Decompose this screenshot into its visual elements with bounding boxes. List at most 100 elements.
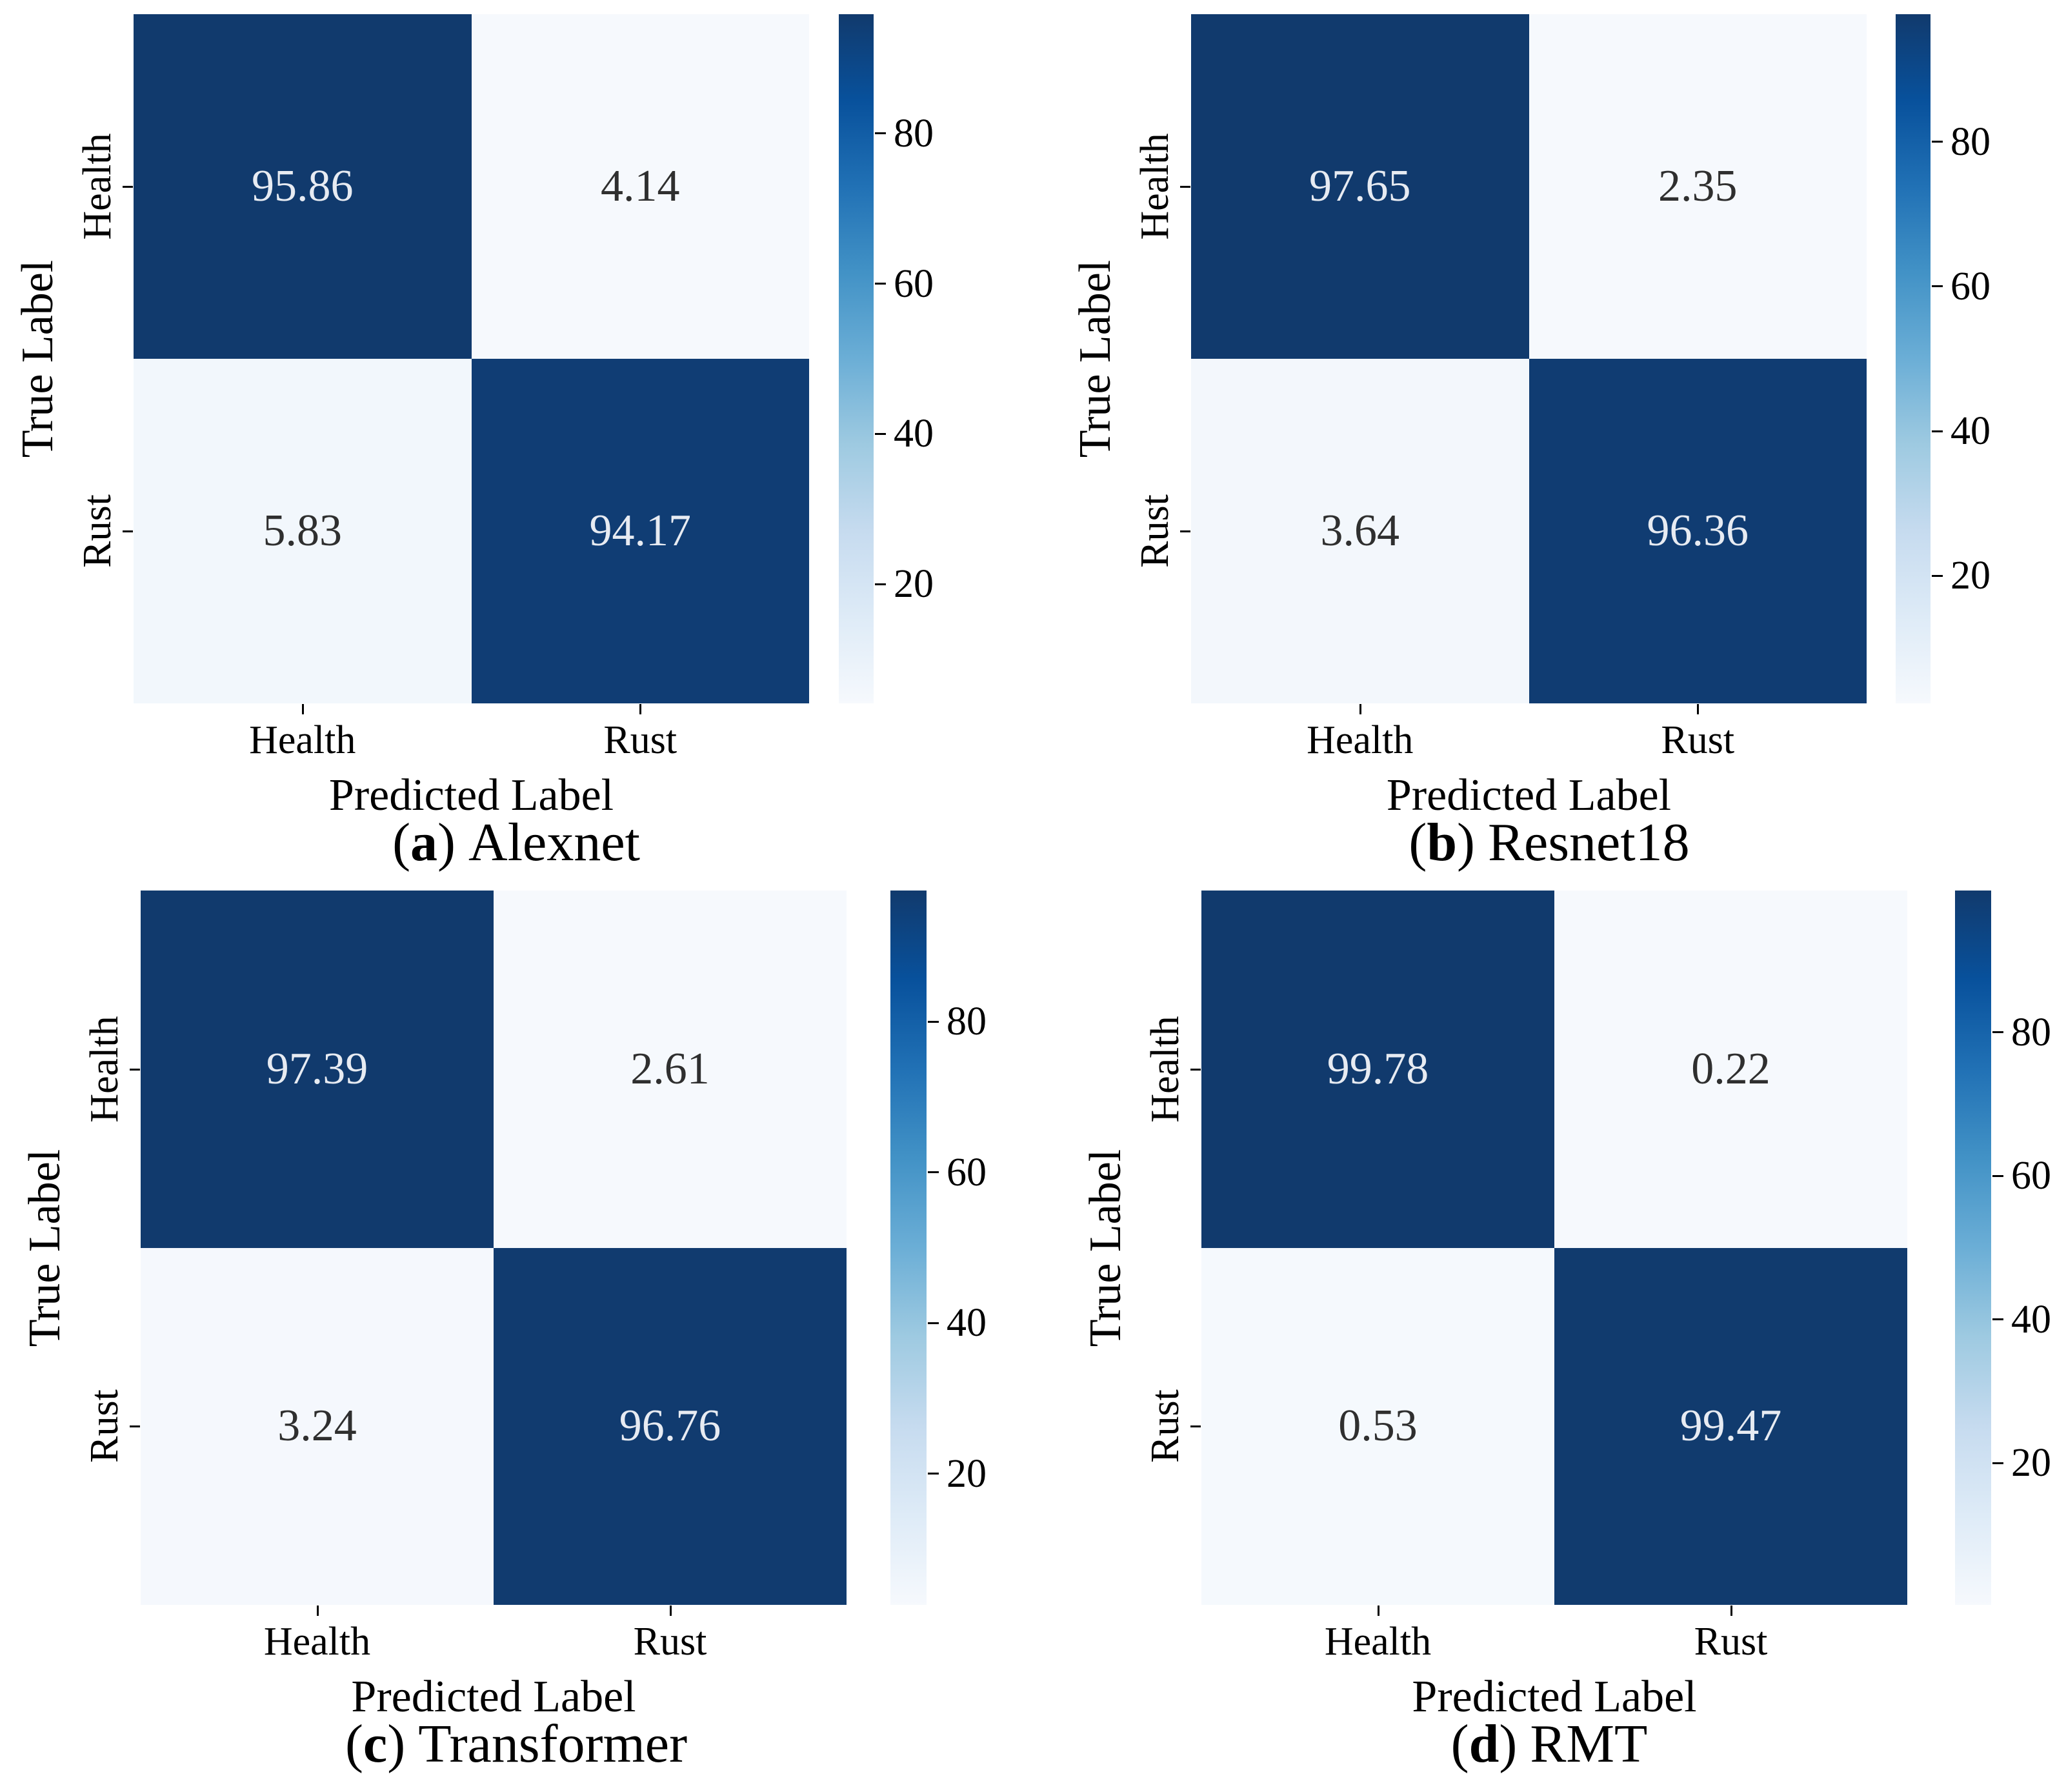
colorbar-tick: 80 [928, 1002, 987, 1042]
colorbar-tick-label: 60 [2011, 1154, 2051, 1198]
caption-model-name: Alexnet [468, 812, 640, 872]
colorbar [890, 891, 927, 1605]
matrix-cell-r1c1: 96.76 [494, 1247, 847, 1605]
caption-paren: ) [437, 812, 456, 872]
x-tick-mark [1730, 1606, 1732, 1616]
colorbar-tick-label: 80 [947, 1000, 987, 1044]
cell-value: 2.61 [630, 1043, 710, 1094]
x-tick-label-health: Health [263, 1620, 371, 1664]
colorbar-tick: 20 [1932, 556, 1991, 596]
colorbar-tick-mark [1932, 430, 1943, 432]
y-tick-label-rust: Rust [1143, 1389, 1187, 1464]
x-tick-label-rust: Rust [1694, 1620, 1768, 1664]
colorbar-tick-label: 20 [947, 1451, 987, 1496]
colorbar-tick-label: 60 [947, 1150, 987, 1194]
matrix-cell-r1c0: 5.83 [134, 359, 472, 703]
caption-model-name: Transformer [418, 1714, 688, 1774]
panel-caption: (c) Transformer [345, 1714, 688, 1774]
y-tick-mark [1190, 1425, 1201, 1428]
subplot-transformer: True Label Health Rust 97.39 2.61 3.24 9… [0, 858, 1033, 1792]
colorbar-tick-label: 40 [894, 412, 934, 456]
caption-model-name: Resnet18 [1488, 812, 1690, 872]
cell-value: 0.53 [1338, 1401, 1418, 1451]
y-tick-label-health: Health [75, 133, 119, 240]
colorbar-tick: 40 [875, 414, 934, 454]
x-tick-mark [1377, 1606, 1379, 1616]
colorbar-tick-label: 20 [894, 562, 934, 607]
caption-paren: ) [1457, 812, 1476, 872]
y-tick-mark [130, 1068, 140, 1071]
heatmap-grid: 95.86 4.14 5.83 94.17 [134, 14, 809, 703]
x-tick-mark [1359, 704, 1361, 714]
colorbar-tick-mark [928, 1171, 939, 1174]
y-axis-label: True Label [1070, 259, 1120, 458]
colorbar-tick: 60 [875, 264, 934, 304]
panel-caption: (d) RMT [1450, 1714, 1648, 1774]
colorbar [1955, 891, 1991, 1605]
y-axis-label: True Label [1081, 1149, 1130, 1347]
matrix-cell-r0c0: 97.39 [141, 891, 494, 1248]
cell-value: 3.64 [1320, 506, 1400, 556]
x-axis-label: Predicted Label [1386, 770, 1672, 820]
y-tick-mark [123, 530, 133, 532]
cell-value: 96.36 [1647, 506, 1749, 556]
cell-value: 5.83 [263, 506, 343, 556]
matrix-cell-r1c0: 3.24 [141, 1247, 494, 1605]
x-axis-label: Predicted Label [328, 770, 614, 820]
colorbar-tick: 40 [1932, 411, 1991, 451]
colorbar-tick: 80 [1992, 1012, 2051, 1052]
matrix-cell-r1c1: 99.47 [1554, 1247, 1907, 1605]
x-tick-mark [639, 704, 642, 714]
caption-letter: c [363, 1714, 388, 1774]
cell-value: 97.65 [1309, 161, 1411, 211]
cell-value: 2.35 [1658, 161, 1738, 211]
x-axis-label: Predicted Label [1412, 1672, 1697, 1722]
y-tick-mark [130, 1425, 140, 1428]
cell-value: 99.47 [1680, 1401, 1782, 1451]
x-tick-mark [669, 1606, 672, 1616]
x-tick-label-rust: Rust [1661, 718, 1735, 762]
colorbar-tick-label: 20 [2011, 1441, 2051, 1485]
colorbar-tick: 20 [875, 564, 934, 604]
heatmap-grid: 97.39 2.61 3.24 96.76 [141, 891, 847, 1605]
y-tick-mark [1190, 1068, 1201, 1071]
matrix-cell-r0c1: 2.61 [494, 891, 847, 1248]
matrix-cell-r1c0: 0.53 [1201, 1247, 1554, 1605]
caption-paren: ( [1450, 1714, 1469, 1774]
colorbar-tick-mark [928, 1322, 939, 1324]
x-tick-mark [1697, 704, 1700, 714]
x-tick-mark [316, 1606, 319, 1616]
y-tick-label-health: Health [1133, 133, 1177, 240]
colorbar [1896, 14, 1931, 703]
caption-letter: b [1427, 812, 1458, 872]
colorbar-tick-label: 60 [894, 261, 934, 306]
panel-caption: (a) Alexnet [392, 812, 640, 872]
matrix-cell-r1c0: 3.64 [1191, 359, 1529, 703]
colorbar-tick-mark [875, 583, 886, 585]
matrix-cell-r1c1: 96.36 [1529, 359, 1867, 703]
x-tick-label-health: Health [249, 718, 356, 762]
y-tick-label-rust: Rust [83, 1389, 126, 1464]
colorbar-tick-label: 80 [2011, 1010, 2051, 1054]
colorbar-tick-mark [928, 1020, 939, 1023]
y-tick-label-rust: Rust [75, 494, 119, 568]
y-tick-mark [123, 186, 133, 188]
colorbar-tick: 60 [1932, 267, 1991, 307]
caption-letter: a [410, 812, 438, 872]
cell-value: 97.39 [266, 1043, 368, 1094]
colorbar-tick-mark [1932, 574, 1943, 577]
colorbar-tick-label: 80 [1951, 119, 1991, 164]
x-axis-label: Predicted Label [351, 1672, 636, 1722]
matrix-cell-r0c0: 97.65 [1191, 14, 1529, 359]
colorbar [839, 14, 874, 703]
colorbar-tick-mark [1992, 1031, 2003, 1034]
colorbar-tick-mark [1992, 1462, 2003, 1464]
heatmap-grid: 97.65 2.35 3.64 96.36 [1191, 14, 1867, 703]
caption-paren: ) [387, 1714, 406, 1774]
y-axis-label: True Label [13, 259, 63, 458]
colorbar-tick: 80 [875, 114, 934, 154]
caption-letter: d [1469, 1714, 1499, 1774]
matrix-cell-r0c1: 4.14 [471, 14, 809, 359]
colorbar-tick: 60 [928, 1153, 987, 1193]
